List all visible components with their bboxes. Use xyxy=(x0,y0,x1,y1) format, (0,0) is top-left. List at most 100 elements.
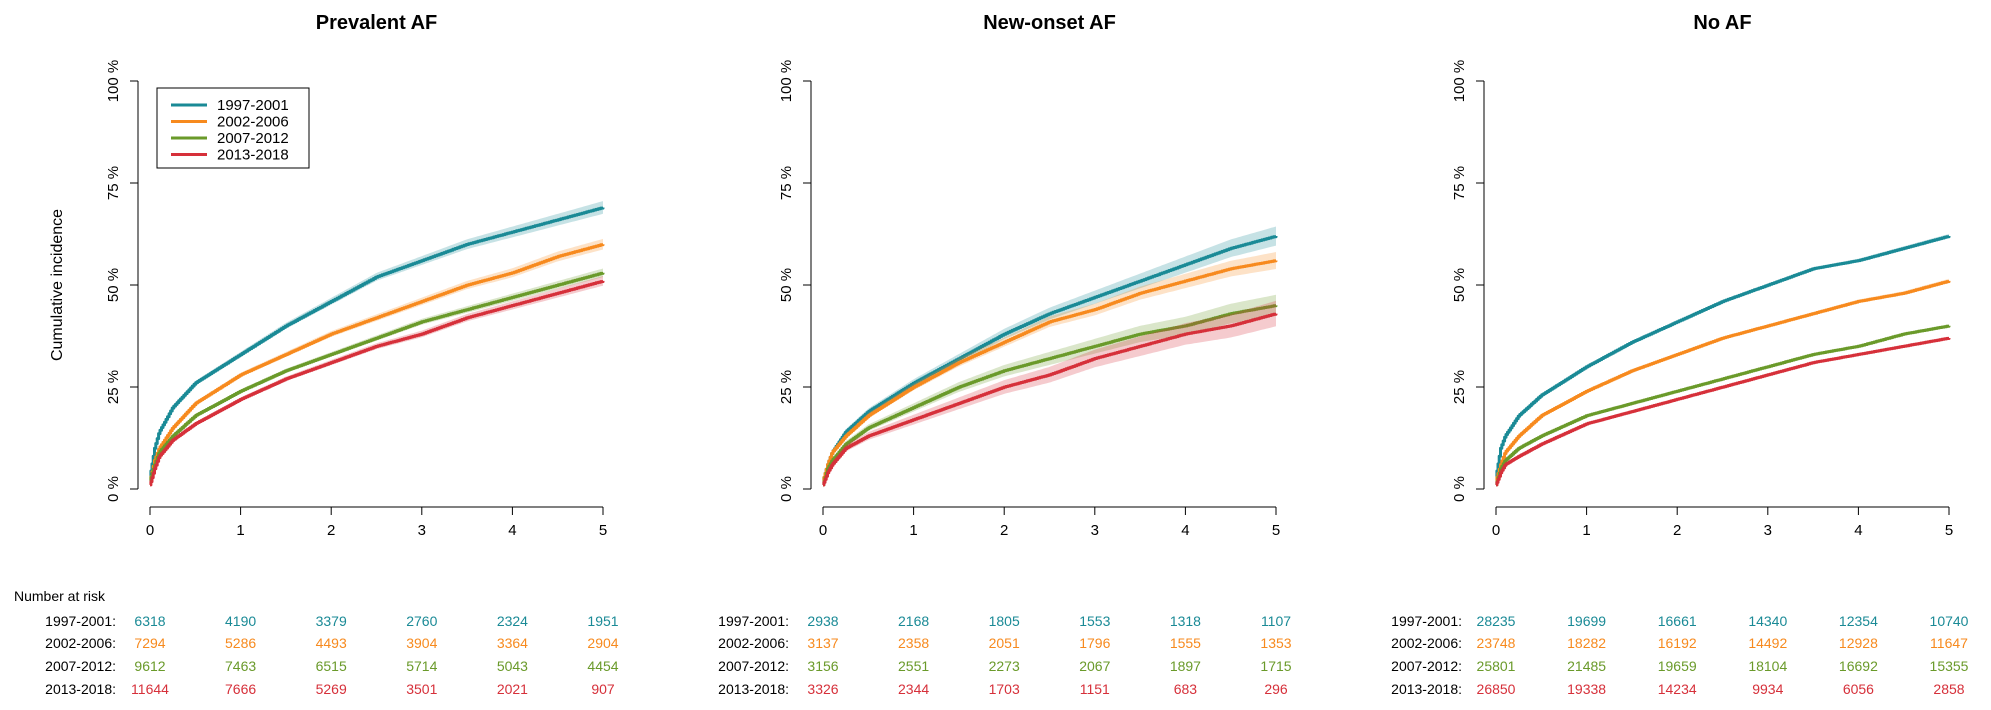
risk-value: 296 xyxy=(1264,681,1288,697)
series-line-2013-2018 xyxy=(1495,337,1951,487)
risk-row-label: 2013-2018: xyxy=(45,681,116,697)
risk-row-label: 1997-2001: xyxy=(718,613,789,629)
risk-value: 3364 xyxy=(497,635,528,651)
series-line-2002-2006 xyxy=(149,243,605,483)
ci-band-2013-2018 xyxy=(1496,336,1949,486)
y-tick-label: 50 % xyxy=(105,268,122,302)
risk-value: 2168 xyxy=(898,613,929,629)
risk-value: 15355 xyxy=(1930,658,1969,674)
risk-row-label: 1997-2001: xyxy=(1391,613,1462,629)
risk-value: 1951 xyxy=(587,613,618,629)
risk-value: 16192 xyxy=(1658,635,1697,651)
risk-value: 1796 xyxy=(1079,635,1110,651)
risk-value: 16661 xyxy=(1658,613,1697,629)
chart-panel-prevalent-af: Prevalent AF 0 % 25 % 50 % 75 % 100 % 0 1 2 3 4 5 Cu… xyxy=(49,12,607,539)
risk-value: 5269 xyxy=(316,681,347,697)
risk-value: 1553 xyxy=(1079,613,1110,629)
ci-band-2002-2006 xyxy=(823,252,1276,483)
y-tick-label: 100 % xyxy=(105,60,122,103)
risk-value: 19659 xyxy=(1658,658,1697,674)
risk-row-label: 1997-2001: xyxy=(45,613,116,629)
x-tick-label: 1 xyxy=(1582,522,1590,539)
y-tick-label: 50 % xyxy=(778,268,795,302)
risk-value: 3326 xyxy=(807,681,838,697)
x-tick-label: 2 xyxy=(327,522,335,539)
risk-value: 1703 xyxy=(989,681,1020,697)
risk-value: 1715 xyxy=(1260,658,1291,674)
risk-value: 1555 xyxy=(1170,635,1201,651)
risk-row-label: 2013-2018: xyxy=(1391,681,1462,697)
x-tick-label: 4 xyxy=(508,522,516,539)
risk-value: 3156 xyxy=(807,658,838,674)
x-tick-label: 0 xyxy=(1492,522,1500,539)
risk-value: 1897 xyxy=(1170,658,1201,674)
risk-value: 1151 xyxy=(1080,681,1110,697)
risk-table-prevalent-af: 1997-2001: 6318 4190 3379 2760 2324 1951 2002-2… xyxy=(45,613,619,697)
risk-value: 2273 xyxy=(989,658,1020,674)
risk-row-label: 2007-2012: xyxy=(718,658,789,674)
risk-value: 12354 xyxy=(1839,613,1878,629)
y-tick-label: 25 % xyxy=(105,370,122,404)
risk-value: 11644 xyxy=(131,681,169,697)
risk-value: 12928 xyxy=(1839,635,1878,651)
risk-value: 1805 xyxy=(989,613,1020,629)
series-line-2007-2012 xyxy=(822,304,1278,487)
x-tick-label: 2 xyxy=(1673,522,1681,539)
risk-value: 2938 xyxy=(807,613,838,629)
risk-value: 1318 xyxy=(1170,613,1201,629)
risk-value: 2858 xyxy=(1933,681,1964,697)
series-line-2013-2018 xyxy=(822,312,1278,487)
chart-title: Prevalent AF xyxy=(316,12,438,34)
series-line-2007-2012 xyxy=(149,271,605,483)
risk-value: 1353 xyxy=(1260,635,1291,651)
y-tick-label: 0 % xyxy=(1451,476,1468,502)
chart-title: No AF xyxy=(1693,12,1751,34)
x-tick-label: 5 xyxy=(599,522,607,539)
y-axis-label: Cumulative incidence xyxy=(49,209,66,361)
risk-value: 2344 xyxy=(898,681,929,697)
risk-table-new-onset-af: 1997-2001: 2938 2168 1805 1553 1318 1107 2002-2… xyxy=(718,613,1292,697)
ci-band-2013-2018 xyxy=(823,300,1276,488)
risk-value: 16692 xyxy=(1839,658,1878,674)
chart-panel-new-onset-af: New-onset AF 0 % 25 % 50 % 75 % 100 % 0 1 2 3 4 5 xyxy=(778,12,1280,539)
risk-value: 23748 xyxy=(1477,635,1516,651)
y-tick-label: 100 % xyxy=(778,60,795,103)
x-tick-label: 5 xyxy=(1272,522,1280,539)
risk-value: 4454 xyxy=(587,658,618,674)
risk-value: 2021 xyxy=(497,681,528,697)
ci-band-2013-2018 xyxy=(150,276,603,486)
risk-value: 14340 xyxy=(1748,613,1787,629)
risk-value: 19699 xyxy=(1567,613,1606,629)
legend-label-2002-2006: 2002-2006 xyxy=(217,114,289,131)
series-line-2002-2006 xyxy=(822,259,1278,483)
risk-value: 9934 xyxy=(1752,681,1783,697)
risk-value: 3904 xyxy=(406,635,437,651)
x-tick-label: 1 xyxy=(909,522,917,539)
risk-value: 2067 xyxy=(1079,658,1110,674)
series-line-1997-2001 xyxy=(822,235,1278,483)
risk-value: 907 xyxy=(591,681,615,697)
risk-value: 5714 xyxy=(406,658,437,674)
y-tick-label: 25 % xyxy=(1451,370,1468,404)
y-tick-label: 25 % xyxy=(778,370,795,404)
x-tick-label: 0 xyxy=(146,522,154,539)
legend-label-2013-2018: 2013-2018 xyxy=(217,147,289,164)
risk-value: 4493 xyxy=(316,635,347,651)
risk-value: 7463 xyxy=(225,658,256,674)
risk-row-label: 2007-2012: xyxy=(45,658,116,674)
x-tick-label: 3 xyxy=(418,522,426,539)
series-line-1997-2001 xyxy=(149,206,605,479)
y-tick-label: 50 % xyxy=(1451,268,1468,302)
risk-value: 18104 xyxy=(1748,658,1787,674)
chart-panel-no-af: No AF 0 % 25 % 50 % 75 % 100 % 0 1 2 3 4 5 xyxy=(1451,12,1953,539)
risk-row-label: 2002-2006: xyxy=(1391,635,1462,651)
risk-value: 3137 xyxy=(807,635,838,651)
risk-table: Number at risk 1997-2001: 6318 4190 3379 276… xyxy=(14,588,1969,697)
risk-value: 7294 xyxy=(134,635,165,651)
risk-value: 2551 xyxy=(898,658,929,674)
risk-value: 28235 xyxy=(1477,613,1516,629)
x-tick-label: 1 xyxy=(236,522,244,539)
x-tick-label: 4 xyxy=(1181,522,1189,539)
legend-label-2007-2012: 2007-2012 xyxy=(217,130,289,147)
